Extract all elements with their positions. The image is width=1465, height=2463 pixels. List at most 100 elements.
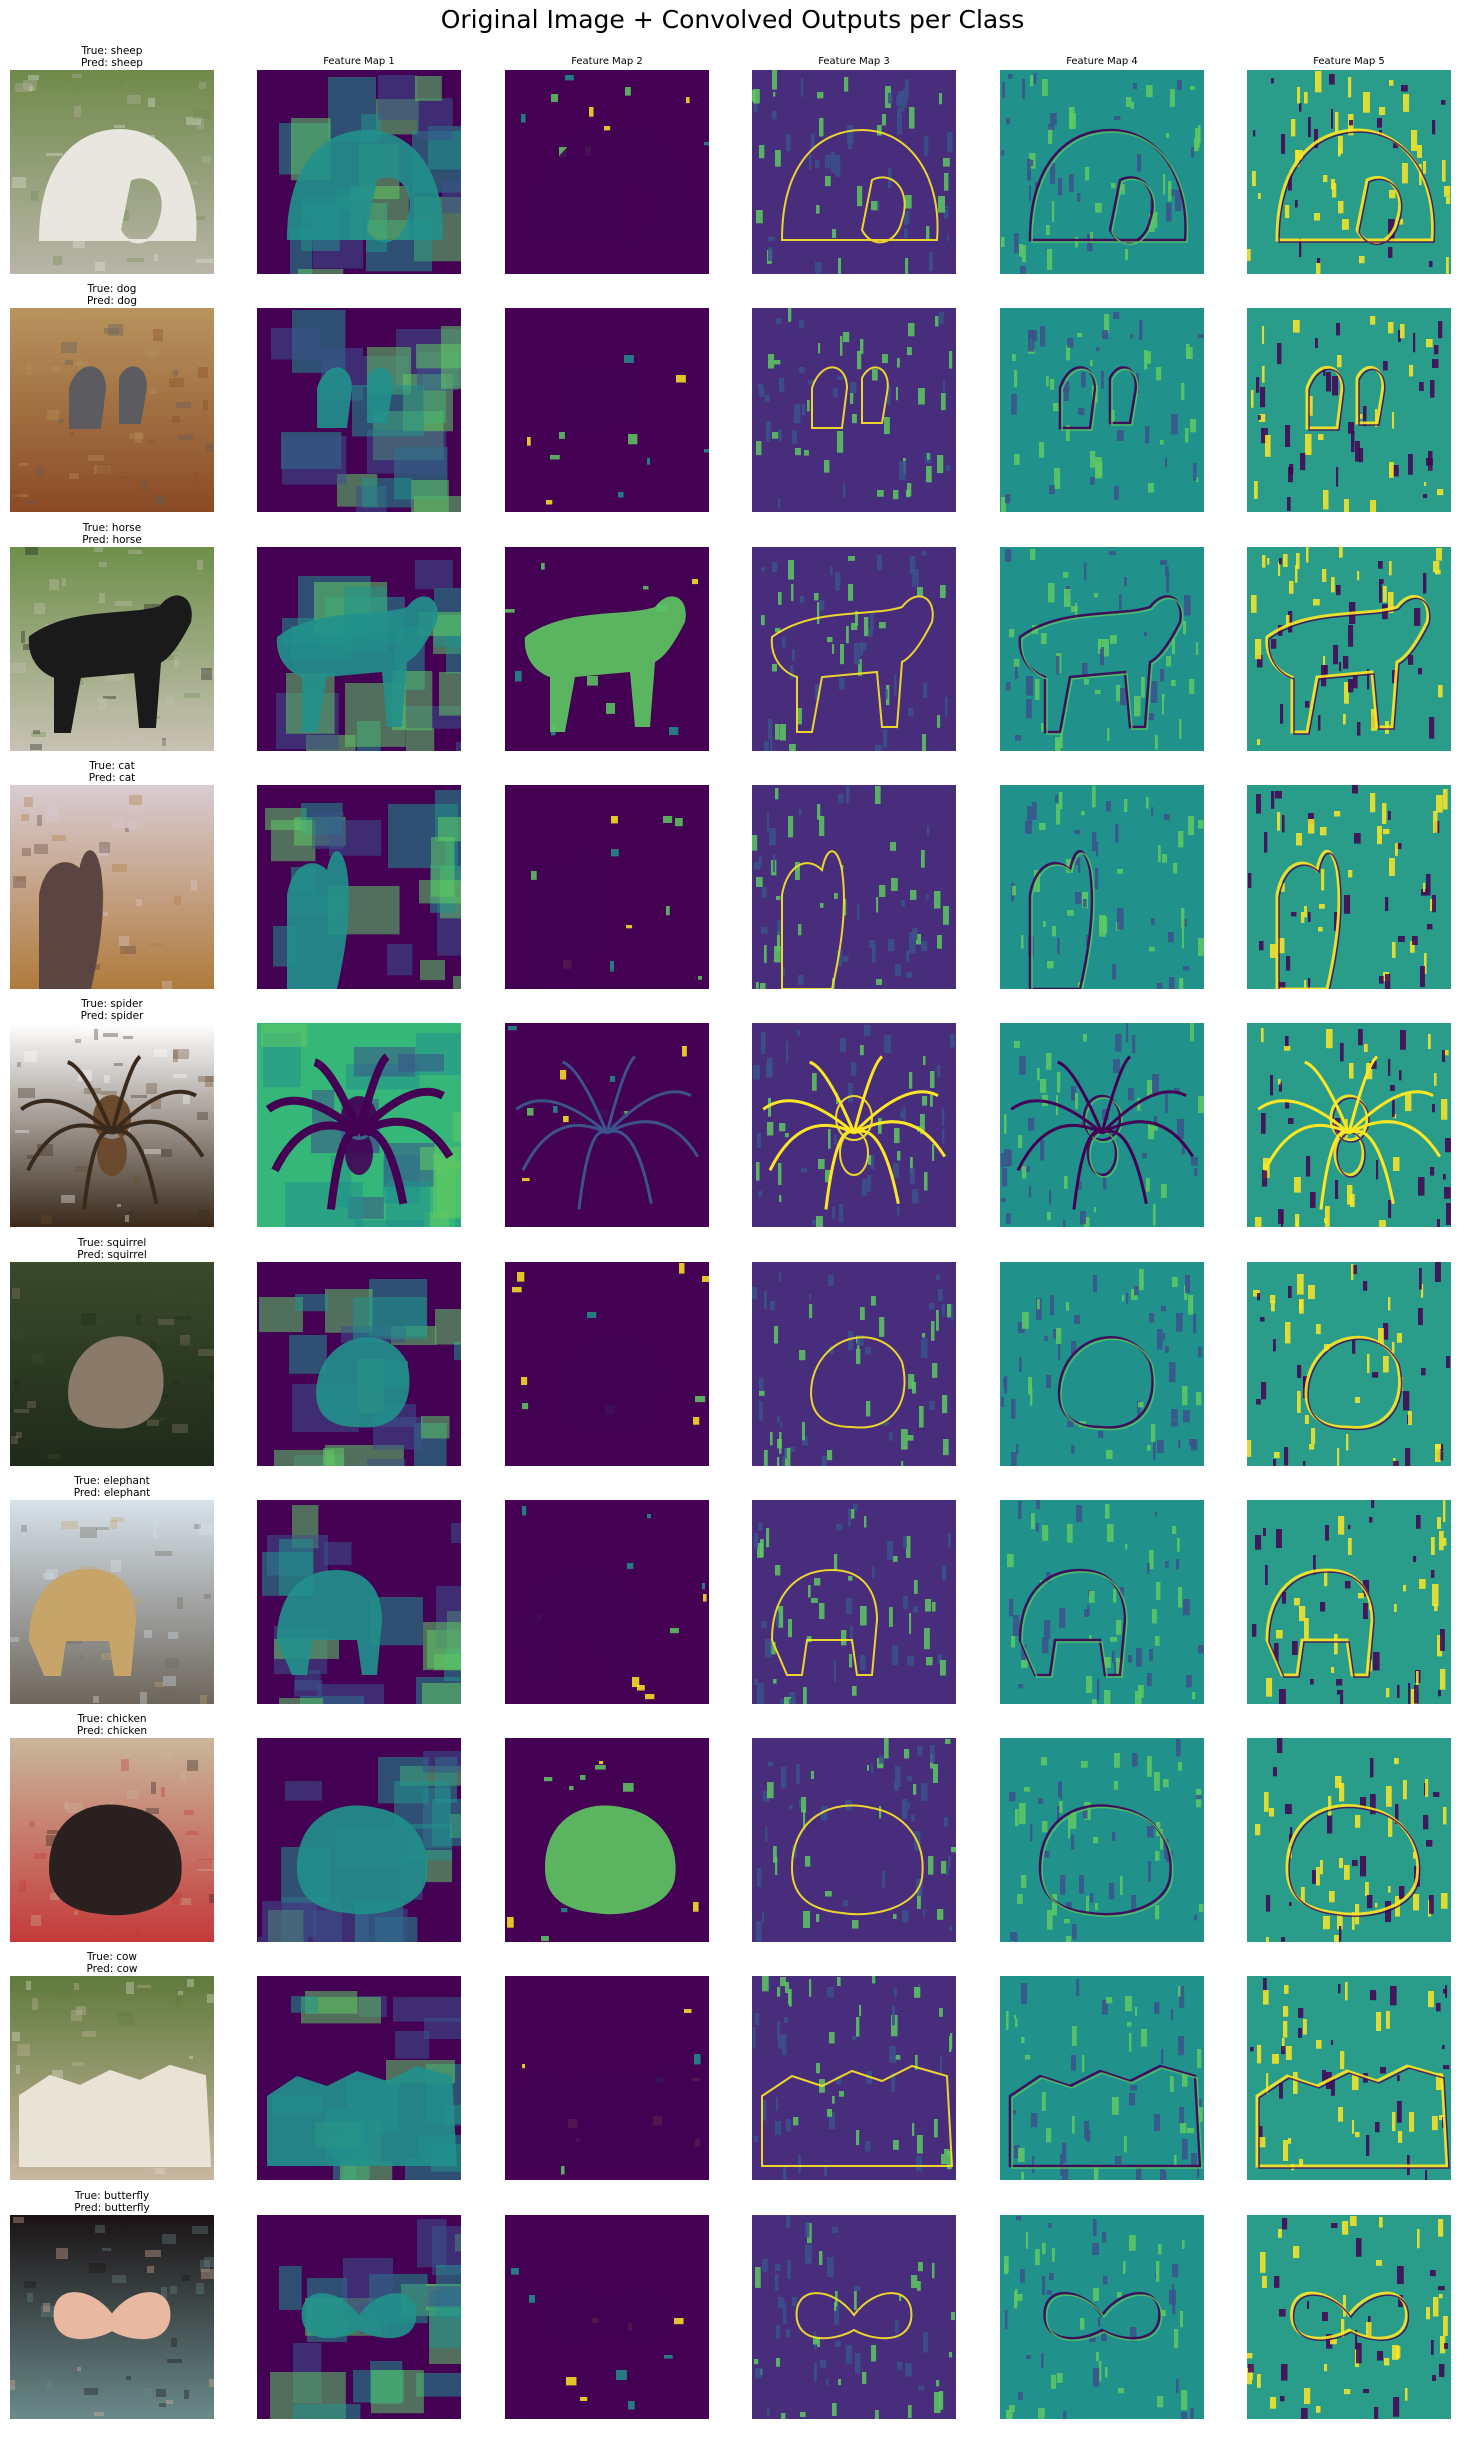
cow-photo: [10, 1976, 214, 2180]
feature-map-3-image: [752, 1500, 956, 1704]
original-image-cell: True: butterfly Pred: butterfly: [10, 2190, 214, 2430]
feature-map-4-image: [1000, 785, 1204, 989]
feature-map-3-image: [752, 2215, 956, 2419]
figure-title: Original Image + Convolved Outputs per C…: [440, 5, 1025, 34]
feature-map-3-image: [752, 785, 956, 989]
feature-map-cell: [257, 760, 461, 1000]
true-label: True: horse: [82, 522, 142, 534]
feature-map-5-image: [1247, 785, 1451, 989]
prediction-caption: True: horse Pred: horse: [0, 522, 234, 546]
class-row-cat: True: cat Pred: cat: [0, 760, 1465, 1000]
feature-map-4-image: [1000, 1500, 1204, 1704]
feature-map-cell: [752, 1475, 956, 1715]
feature-map-1-image: [257, 308, 461, 512]
feature-map-4-image: [1000, 70, 1204, 274]
feature-map-4-image: [1000, 2215, 1204, 2419]
feature-map-cell: [752, 2190, 956, 2430]
feature-map-cell: [1247, 998, 1451, 1238]
original-image-cell: True: horse Pred: horse: [10, 522, 214, 762]
class-row-cow: True: cow Pred: cow: [0, 1951, 1465, 2191]
horse-photo: [10, 547, 214, 751]
original-image-cell: True: elephant Pred: elephant: [10, 1475, 214, 1715]
feature-map-2-image: [505, 1976, 709, 2180]
prediction-caption: True: cow Pred: cow: [0, 1951, 234, 1975]
pred-label: Pred: elephant: [73, 1487, 151, 1499]
class-row-spider: True: spider Pred: spider: [0, 998, 1465, 1238]
feature-map-cell: [505, 998, 709, 1238]
feature-map-cell: [1000, 2190, 1204, 2430]
feature-map-3-image: [752, 1023, 956, 1227]
feature-map-cell: [752, 760, 956, 1000]
feature-map-5-image: [1247, 1976, 1451, 2180]
original-image-cell: True: sheep Pred: sheep: [10, 45, 214, 285]
feature-map-cell: [505, 760, 709, 1000]
elephant-photo: [10, 1500, 214, 1704]
original-image-cell: True: squirrel Pred: squirrel: [10, 1237, 214, 1477]
feature-map-title: Feature Map 1: [323, 56, 395, 67]
feature-map-2-image: [505, 785, 709, 989]
feature-map-4-image: [1000, 1976, 1204, 2180]
feature-map-2-image: [505, 308, 709, 512]
feature-map-cell: [1247, 1951, 1451, 2191]
feature-map-2-image: [505, 1500, 709, 1704]
feature-map-cell: [1247, 283, 1451, 523]
feature-map-cell: [752, 522, 956, 762]
feature-map-5-image: [1247, 1023, 1451, 1227]
feature-map-3-image: [752, 1738, 956, 1942]
feature-map-2-image: [505, 2215, 709, 2419]
feature-map-1-image: [257, 785, 461, 989]
feature-map-title: Feature Map 2: [571, 56, 643, 67]
feature-map-cell: Feature Map 5: [1247, 45, 1451, 285]
spider-photo: [10, 1023, 214, 1227]
class-row-horse: True: horse Pred: horse: [0, 522, 1465, 762]
prediction-caption: True: butterfly Pred: butterfly: [0, 2190, 234, 2214]
feature-map-5-image: [1247, 308, 1451, 512]
feature-map-cell: [257, 283, 461, 523]
feature-map-cell: [1000, 1237, 1204, 1477]
feature-map-cell: [752, 283, 956, 523]
pred-label: Pred: cat: [88, 772, 136, 784]
original-image-cell: True: chicken Pred: chicken: [10, 1713, 214, 1953]
feature-map-2-image: [505, 1262, 709, 1466]
sheep-photo: [10, 70, 214, 274]
pred-label: Pred: spider: [80, 1010, 144, 1022]
class-row-dog: True: dog Pred: dog: [0, 283, 1465, 523]
feature-map-cell: [1000, 1713, 1204, 1953]
feature-map-cell: [505, 1475, 709, 1715]
true-label: True: dog: [87, 283, 137, 295]
feature-map-cell: [752, 998, 956, 1238]
class-row-butterfly: True: butterfly Pred: butterfly: [0, 2190, 1465, 2430]
feature-map-cell: [505, 283, 709, 523]
prediction-caption: True: spider Pred: spider: [0, 998, 234, 1022]
pred-label: Pred: cow: [86, 1963, 138, 1975]
feature-map-cell: [257, 522, 461, 762]
butterfly-photo: [10, 2215, 214, 2419]
dog-photo: [10, 308, 214, 512]
feature-map-cell: Feature Map 1: [257, 45, 461, 285]
feature-map-cell: [752, 1237, 956, 1477]
feature-map-4-image: [1000, 547, 1204, 751]
feature-map-cell: [1247, 522, 1451, 762]
feature-map-cell: [505, 1951, 709, 2191]
original-image-cell: True: cow Pred: cow: [10, 1951, 214, 2191]
feature-map-title: Feature Map 5: [1313, 56, 1385, 67]
feature-map-3-image: [752, 1262, 956, 1466]
feature-map-cell: Feature Map 4: [1000, 45, 1204, 285]
chicken-photo: [10, 1738, 214, 1942]
feature-map-3-image: [752, 547, 956, 751]
feature-map-cell: Feature Map 3: [752, 45, 956, 285]
feature-map-cell: [505, 1713, 709, 1953]
feature-map-4-image: [1000, 308, 1204, 512]
feature-map-3-image: [752, 1976, 956, 2180]
original-image-cell: True: dog Pred: dog: [10, 283, 214, 523]
feature-map-cell: [257, 1237, 461, 1477]
pred-label: Pred: horse: [82, 534, 142, 546]
class-row-sheep: True: sheep Pred: sheep Feature Map 1 Featu…: [0, 45, 1465, 285]
feature-map-2-image: [505, 1738, 709, 1942]
original-image-cell: True: spider Pred: spider: [10, 998, 214, 1238]
feature-map-2-image: [505, 70, 709, 274]
feature-map-4-image: [1000, 1023, 1204, 1227]
feature-map-cell: [1000, 522, 1204, 762]
true-label: True: squirrel: [77, 1237, 147, 1249]
